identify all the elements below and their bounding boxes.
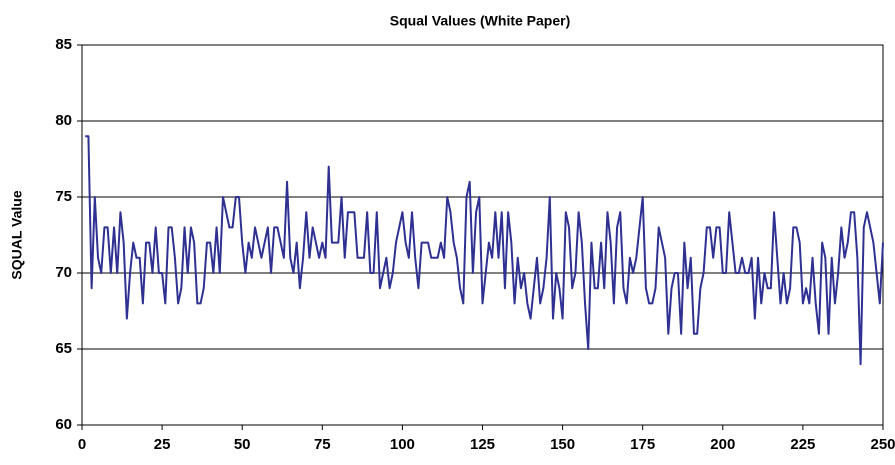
y-tick-label: 75 bbox=[55, 188, 72, 205]
data-line bbox=[85, 135, 884, 366]
x-tick-label: 125 bbox=[470, 436, 495, 453]
x-tick-label: 225 bbox=[790, 436, 815, 453]
x-tick-label: 200 bbox=[710, 436, 735, 453]
y-axis-label: SQUAL Value bbox=[9, 190, 25, 279]
x-tick-label: 0 bbox=[78, 436, 86, 453]
x-tick-label: 75 bbox=[314, 436, 331, 453]
y-tick-label: 65 bbox=[55, 340, 72, 357]
y-tick-label: 70 bbox=[55, 264, 72, 281]
y-tick-label: 60 bbox=[55, 416, 72, 433]
x-tick-label: 150 bbox=[550, 436, 575, 453]
x-tick-label: 250 bbox=[870, 436, 895, 453]
x-tick-label: 175 bbox=[630, 436, 655, 453]
x-tick-label: 100 bbox=[390, 436, 415, 453]
x-tick-label: 25 bbox=[154, 436, 171, 453]
plot-border bbox=[81, 44, 884, 426]
y-tick-label: 85 bbox=[55, 36, 72, 53]
chart-title: Squal Values (White Paper) bbox=[390, 13, 571, 29]
y-tick-label: 80 bbox=[55, 112, 72, 129]
x-tick-label: 50 bbox=[234, 436, 251, 453]
